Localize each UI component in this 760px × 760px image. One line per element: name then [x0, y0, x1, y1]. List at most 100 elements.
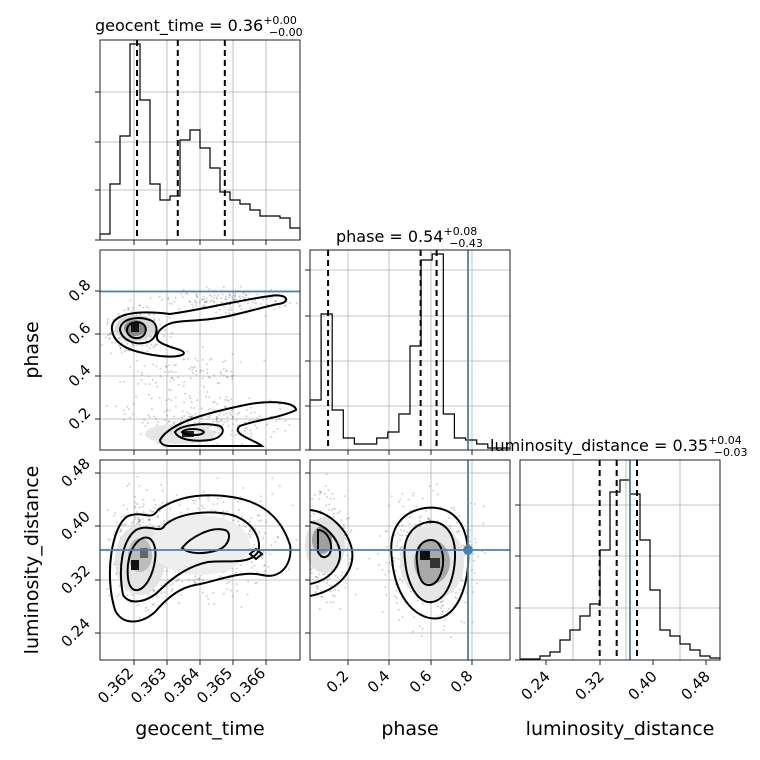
x-tick-label-geocent-0.365: 0.365: [193, 664, 236, 707]
sample-point: [119, 530, 122, 533]
sample-point: [148, 416, 151, 418]
sample-point: [333, 508, 336, 511]
sample-point: [471, 568, 473, 571]
sample-point: [295, 538, 298, 541]
sample-point: [249, 536, 251, 539]
sample-point: [393, 534, 396, 537]
sample-point: [240, 308, 243, 310]
sample-point: [249, 429, 252, 432]
sample-point: [169, 389, 172, 392]
sample-point: [216, 497, 219, 500]
sample-point: [390, 495, 393, 498]
sample-point: [114, 341, 117, 344]
sample-point: [152, 319, 155, 322]
sample-point: [165, 602, 167, 605]
sample-point: [100, 343, 103, 346]
sample-point: [126, 405, 129, 408]
sample-point: [229, 306, 232, 309]
sample-point: [240, 564, 243, 567]
sample-point: [203, 385, 206, 388]
sample-point: [259, 302, 262, 305]
sample-point: [151, 378, 154, 381]
sample-point: [132, 520, 135, 523]
sample-point: [138, 304, 141, 307]
sample-point: [242, 487, 245, 489]
sample-point: [397, 608, 400, 611]
sample-point: [165, 365, 168, 368]
sample-point: [219, 371, 222, 374]
sample-point: [428, 522, 431, 525]
sample-point: [377, 564, 380, 566]
sample-point: [107, 334, 110, 337]
sample-point: [229, 295, 232, 297]
sample-point: [318, 608, 321, 610]
sample-point: [183, 415, 186, 417]
sample-point: [345, 517, 348, 520]
sample-point: [399, 498, 402, 501]
sample-point: [368, 557, 371, 560]
sample-point: [113, 563, 116, 566]
sample-point: [231, 415, 234, 418]
sample-point: [118, 336, 121, 339]
sample-point: [194, 357, 197, 360]
sample-point: [454, 596, 456, 599]
sample-point: [453, 509, 456, 512]
sample-point: [440, 601, 443, 604]
sample-point: [155, 595, 158, 597]
sample-point: [249, 520, 252, 523]
sample-point: [345, 538, 348, 541]
sample-point: [119, 380, 121, 383]
sample-point: [174, 297, 177, 299]
sample-point: [148, 383, 151, 386]
sample-point: [210, 295, 213, 298]
y-tick-label-distance-0.24: 0.24: [57, 614, 93, 650]
sample-point: [138, 506, 141, 509]
sample-point: [134, 505, 137, 508]
sample-point: [194, 575, 197, 578]
sample-point: [205, 286, 208, 288]
sample-point: [275, 420, 278, 422]
sample-point: [341, 571, 344, 574]
sample-point: [207, 408, 210, 411]
y-tick-label-distance-0.48: 0.48: [57, 454, 93, 490]
sample-point: [326, 582, 329, 585]
sample-point: [115, 405, 118, 408]
sample-point: [476, 555, 479, 558]
sample-point: [173, 364, 176, 367]
sample-point: [403, 529, 405, 532]
sample-point: [193, 365, 196, 368]
sample-point: [169, 370, 172, 372]
sample-point: [234, 294, 237, 297]
sample-point: [135, 522, 138, 525]
sample-point: [138, 304, 141, 307]
sample-point: [326, 578, 329, 581]
sample-point: [136, 503, 139, 506]
sample-point: [169, 584, 172, 587]
sample-point: [315, 576, 318, 578]
sample-point: [216, 477, 219, 479]
sample-point: [142, 498, 145, 501]
sample-point: [310, 572, 313, 575]
sample-point: [197, 507, 200, 510]
sample-point: [250, 517, 253, 520]
sample-point: [332, 601, 335, 604]
sample-point: [202, 507, 205, 510]
sample-point: [159, 505, 161, 508]
sample-point: [215, 420, 218, 422]
sample-point: [455, 531, 458, 534]
sample-point: [211, 299, 214, 302]
sample-point: [437, 605, 440, 608]
sample-point: [224, 311, 227, 314]
sample-point: [227, 580, 230, 583]
sample-point: [378, 535, 381, 537]
sample-point: [472, 591, 475, 593]
sample-point: [147, 519, 150, 522]
sample-point: [218, 428, 221, 430]
sample-point: [333, 497, 336, 500]
sample-point: [395, 602, 398, 605]
y-axis-label-phase: phase: [21, 321, 43, 378]
sample-point: [356, 567, 359, 570]
sample-point: [208, 288, 211, 291]
sample-point: [230, 309, 233, 311]
